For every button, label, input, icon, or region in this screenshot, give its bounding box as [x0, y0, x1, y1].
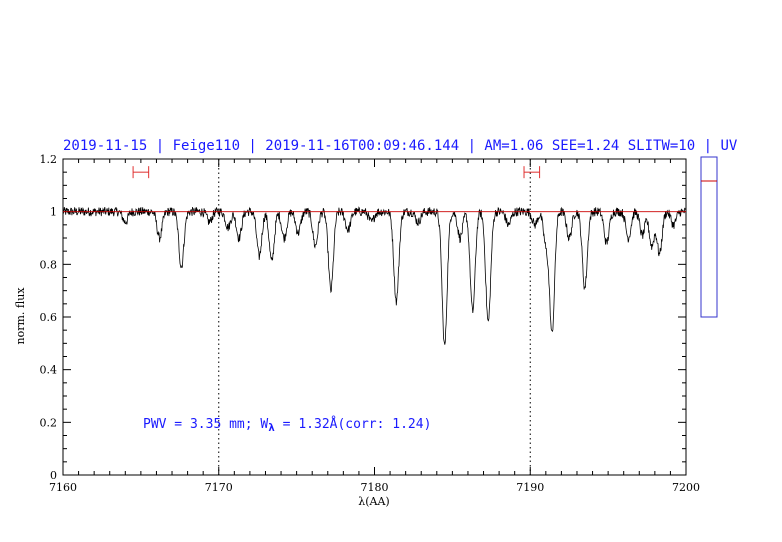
side-panel — [700, 156, 718, 318]
y-tick-label: 0.4 — [40, 364, 58, 377]
y-tick-label: 1 — [50, 206, 57, 219]
pwv-annotation-value: = 1.32Å(corr: 1.24) — [275, 416, 432, 432]
pwv-annotation: PWV = 3.35 mm; Wλ = 1.32Å(corr: 1.24) — [143, 416, 431, 434]
continuum-window — [132, 166, 150, 179]
x-tick-label: 7180 — [361, 481, 389, 494]
continuum-window — [523, 166, 541, 179]
side-panel-frame — [700, 156, 718, 318]
spectrum-line — [62, 206, 687, 345]
y-tick-label: 0.6 — [40, 311, 58, 324]
y-axis-label: norm. flux — [14, 287, 27, 345]
x-tick-label: 7190 — [516, 481, 544, 494]
x-tick-label: 7170 — [205, 481, 233, 494]
y-tick-label: 0 — [50, 469, 57, 482]
x-tick-label: 7200 — [672, 481, 700, 494]
pwv-annotation-subscript: λ — [268, 421, 275, 434]
x-tick-label: 7160 — [49, 481, 77, 494]
plot-area: 7160 7170 7180 7190 7200 0 0.2 0.4 0.6 0.8 1 1.2 — [40, 153, 701, 494]
chart-title: 2019-11-15 | Feige110 | 2019-11-16T00:09… — [63, 138, 738, 154]
x-axis-label: λ(AA) — [358, 495, 389, 508]
y-tick-label: 0.2 — [40, 416, 58, 429]
pwv-annotation-text: PWV = 3.35 mm; W — [143, 417, 268, 432]
y-tick-label: 0.8 — [40, 258, 58, 271]
y-tick-label: 1.2 — [40, 153, 58, 166]
